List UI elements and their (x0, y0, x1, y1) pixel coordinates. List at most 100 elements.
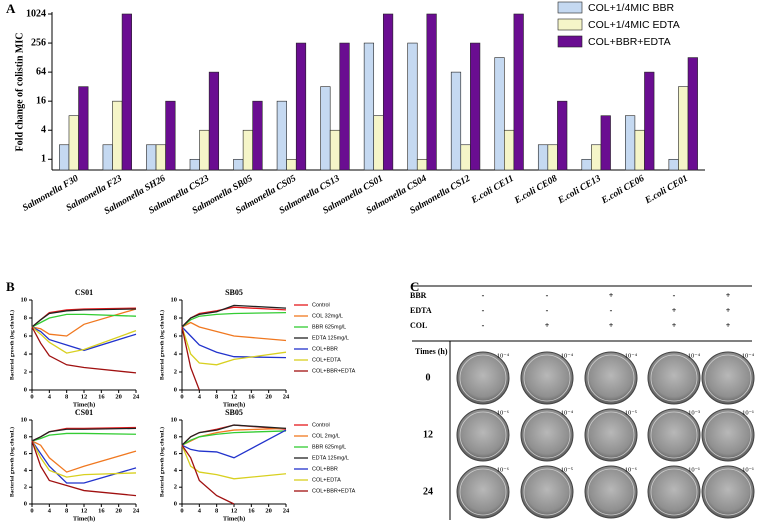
plate (520, 408, 574, 462)
legend-label: EDTA 125mg/L (312, 335, 349, 341)
bar (537, 144, 549, 171)
y-tick-label: 2 (24, 484, 27, 491)
legend-label: BBR 625mg/L (312, 444, 346, 450)
dilution-label: 10⁻⁶ (497, 409, 509, 416)
bar (59, 144, 70, 171)
bar (208, 71, 220, 171)
treatment-sign: - (546, 291, 549, 300)
plate (701, 465, 755, 519)
legend-label: Control (312, 302, 330, 308)
y-tick-label: 256 (31, 37, 46, 48)
time-label: 0 (426, 372, 431, 383)
y-tick-label: 10 (171, 296, 178, 303)
series-line (31, 308, 137, 328)
bar (165, 100, 176, 171)
x-axis-label: Time(h) (223, 515, 245, 522)
series-line (31, 440, 137, 473)
column-header: Times (h) (415, 347, 448, 356)
treatment-sign: + (726, 306, 731, 315)
chart-title: CS01 (75, 288, 93, 297)
treatment-sign: + (672, 306, 677, 315)
treatment-sign: - (482, 306, 485, 315)
plate-rim (650, 411, 698, 459)
bar (382, 13, 394, 171)
legend-label: Control (312, 422, 330, 428)
dilution-label: 10⁻³ (688, 409, 700, 416)
bar (470, 42, 481, 171)
dilution-label: 10⁻⁴ (625, 352, 638, 359)
series-line (31, 326, 137, 374)
treatment-sign: - (482, 291, 485, 300)
x-tick-label: E.coli CE01 (643, 174, 690, 207)
x-tick-label: 12 (81, 393, 88, 400)
series-line (181, 326, 287, 366)
bar (687, 57, 698, 171)
treatment-sign: + (726, 291, 731, 300)
series-line (181, 326, 200, 391)
y-tick-label: 1 (41, 154, 46, 165)
y-tick-label: 0 (174, 500, 177, 507)
plate (701, 408, 755, 462)
bar (450, 71, 462, 171)
plate-rim (587, 354, 635, 402)
x-tick-label: 4 (198, 393, 202, 400)
plate (520, 465, 574, 519)
x-axis-label: Time(h) (73, 515, 95, 522)
bar (121, 13, 132, 171)
plate-rim (459, 468, 507, 516)
dilution-label: 10⁻¹ (688, 466, 700, 473)
legend-label: COL+BBR (312, 466, 338, 472)
bar (189, 158, 200, 171)
y-tick-label: 8 (174, 433, 178, 440)
treatment-sign: + (672, 321, 677, 330)
treatment-sign: - (673, 291, 676, 300)
x-tick-label: 0 (30, 393, 33, 400)
bar (625, 115, 636, 171)
y-tick-label: 16 (36, 95, 46, 106)
y-tick-label: 4 (174, 467, 178, 474)
legend-swatch (557, 1, 583, 14)
plate-rim (459, 354, 507, 402)
bar (102, 144, 113, 171)
dilution-label: 10⁻⁴ (561, 352, 574, 359)
y-tick-label: 4 (41, 125, 46, 136)
chart-title: CS01 (75, 408, 93, 417)
plate-rim (523, 411, 571, 459)
x-tick-label: E.coli CE13 (556, 174, 603, 207)
x-tick-label: 4 (48, 507, 52, 514)
y-tick-label: 6 (24, 332, 28, 339)
x-tick-label: 12 (81, 507, 88, 514)
plate-rim (587, 411, 635, 459)
x-tick-label: 20 (265, 507, 272, 514)
plate-rim (523, 354, 571, 402)
series-line (181, 424, 287, 446)
treatment-sign: + (726, 321, 731, 330)
x-tick-label: 20 (115, 393, 122, 400)
treatment-sign: - (482, 321, 485, 330)
x-tick-label: E.coli CE11 (469, 174, 516, 207)
x-tick-label: 16 (98, 507, 105, 514)
bar (644, 71, 655, 171)
bar (581, 158, 592, 171)
bar (494, 57, 505, 171)
bar (68, 115, 79, 171)
legend-label: COL 32mg/L (312, 313, 343, 319)
x-tick-label: 16 (248, 393, 255, 400)
plate-rim (587, 468, 635, 516)
y-tick-label: 4 (24, 467, 28, 474)
bar (320, 86, 331, 171)
dilution-label: 10⁻¹ (742, 466, 754, 473)
series-line (31, 308, 137, 337)
y-tick-label: 8 (24, 314, 28, 321)
chart-title: SB05 (225, 408, 243, 417)
chart-title: SB05 (225, 288, 243, 297)
x-tick-label: 20 (115, 507, 122, 514)
x-tick-label: 24 (133, 507, 140, 514)
y-tick-label: 4 (24, 350, 28, 357)
plate-rim (650, 354, 698, 402)
time-label: 12 (423, 429, 433, 440)
plate-rim (704, 354, 752, 402)
legend-swatch (557, 18, 583, 31)
series-line (181, 429, 287, 459)
